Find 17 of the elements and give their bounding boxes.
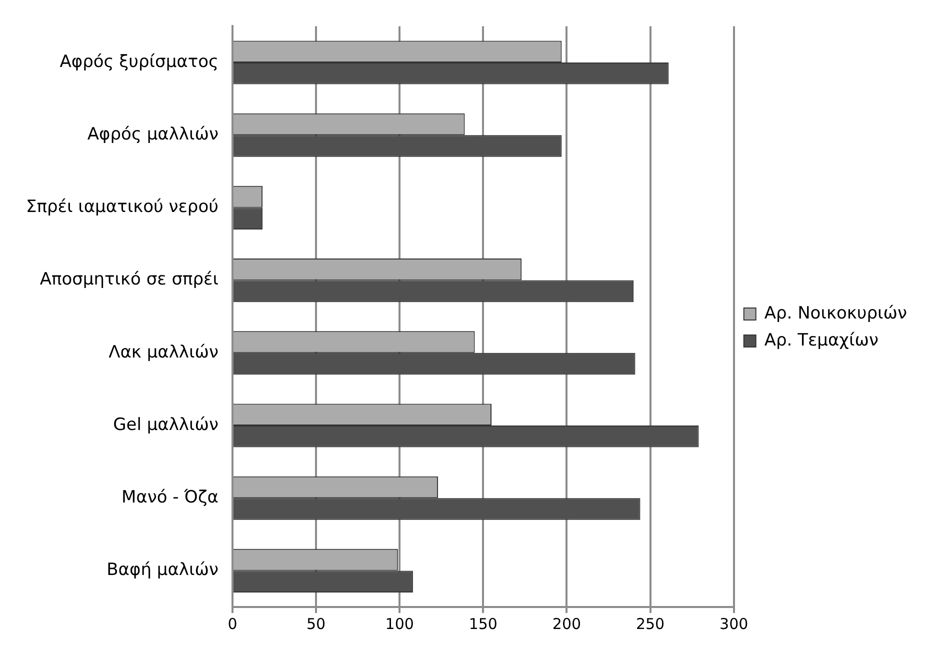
y-tick-label: Λακ μαλλιών [108,342,218,362]
x-tick-label: 250 [636,614,665,633]
x-tick-label: 0 [228,614,238,633]
x-tick-label: 100 [385,614,414,633]
y-tick-label: Μανό - Όζα [121,488,218,508]
y-tick-label: Βαφή μαλιών [106,560,218,580]
y-tick-label: Αποσμητικό σε σπρέι [40,270,219,290]
x-tick-label: 150 [468,614,498,633]
y-tick-label: Gel μαλλιών [113,414,218,435]
legend-label: Αρ. Νοικοκυριών [764,303,908,324]
x-tick-label: 300 [720,614,748,633]
legend-label: Αρ. Τεμαχίων [764,330,878,350]
y-tick-label: Αφρός μαλλιών [87,124,218,145]
x-tick-label: 50 [306,614,326,633]
y-tick-label: Σπρέι ιαματικού νερού [26,197,218,218]
y-tick-label: Αφρός ξυρίσματος [60,52,218,72]
x-tick-label: 200 [552,614,582,633]
